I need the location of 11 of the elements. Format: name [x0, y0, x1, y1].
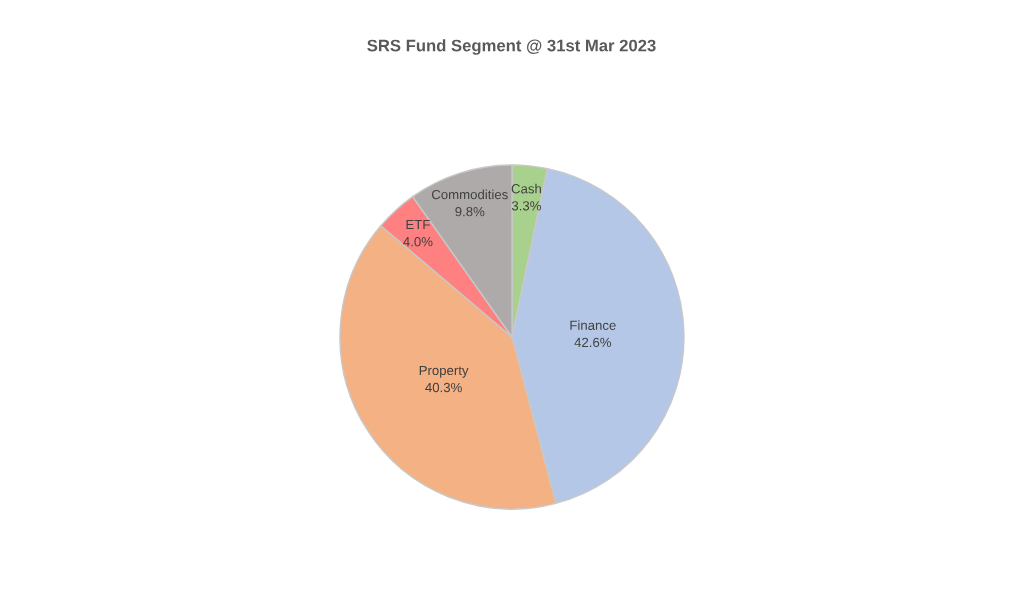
data-label: 9.8% — [455, 206, 485, 217]
slice-label: Finance — [570, 320, 616, 330]
data-label: 42.6% — [574, 337, 612, 348]
data-label: 3.3% — [511, 201, 541, 211]
chart-title: SRS Fund Segment @ 31st Mar 2023 — [367, 39, 656, 55]
slice-label: Cash — [511, 183, 541, 194]
slice-label: ETF — [406, 220, 430, 230]
data-label: 4.0% — [403, 236, 433, 247]
slice-label: Commodities — [431, 189, 508, 200]
slice-label: Property — [419, 365, 469, 378]
data-label: 40.3% — [425, 382, 462, 393]
